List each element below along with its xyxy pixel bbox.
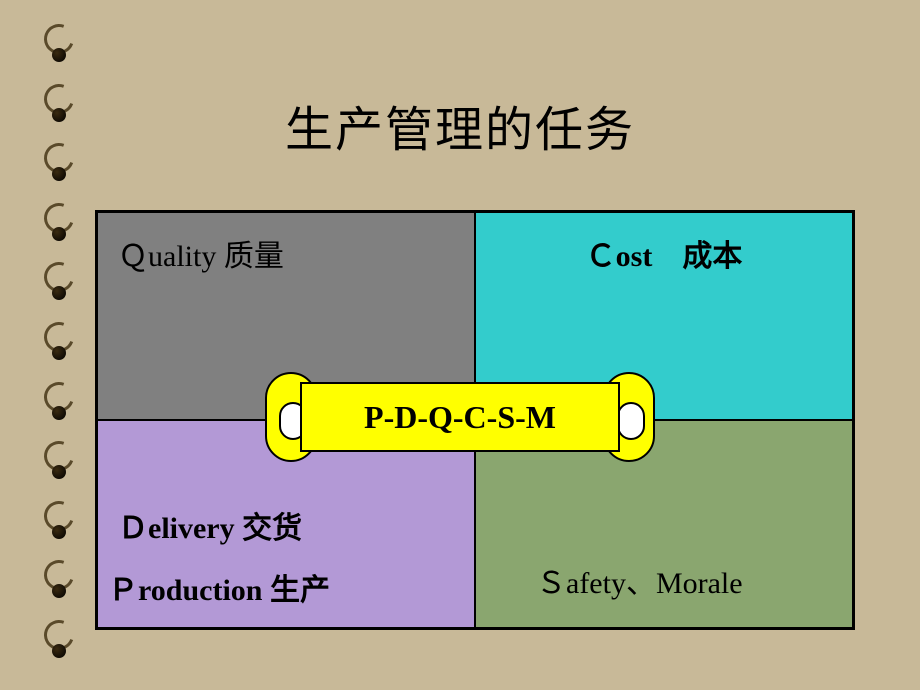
slide-title: 生产管理的任务 [0,90,920,160]
center-scroll-banner: P-D-Q-C-S-M [265,372,655,462]
quadrant-delivery-label: Ｄelivery 交货 [118,503,302,547]
binding-ring [38,143,74,187]
quadrant-safety-label: Ｓafety、Morale [536,558,832,602]
binding-ring [38,203,74,247]
binding-ring [38,501,74,545]
binding-ring [38,84,74,128]
binding-ring [38,441,74,485]
binding-ring [38,24,74,68]
binding-ring [38,382,74,426]
quadrant-cost-label: Ｃost 成本 [496,231,832,275]
binding-ring [38,620,74,664]
center-banner-text: P-D-Q-C-S-M [300,382,620,452]
quadrant-production-label: Ｐroduction 生产 [108,565,330,609]
binding-ring [38,560,74,604]
binding-ring [38,322,74,366]
binding-ring [38,262,74,306]
slide-background: 生产管理的任务 Ｑuality 质量 Ｃost 成本 Ｄelivery 交货 Ｐ… [0,0,920,690]
spiral-binding [38,24,74,664]
quadrant-quality-label: Ｑuality 质量 [118,231,454,275]
